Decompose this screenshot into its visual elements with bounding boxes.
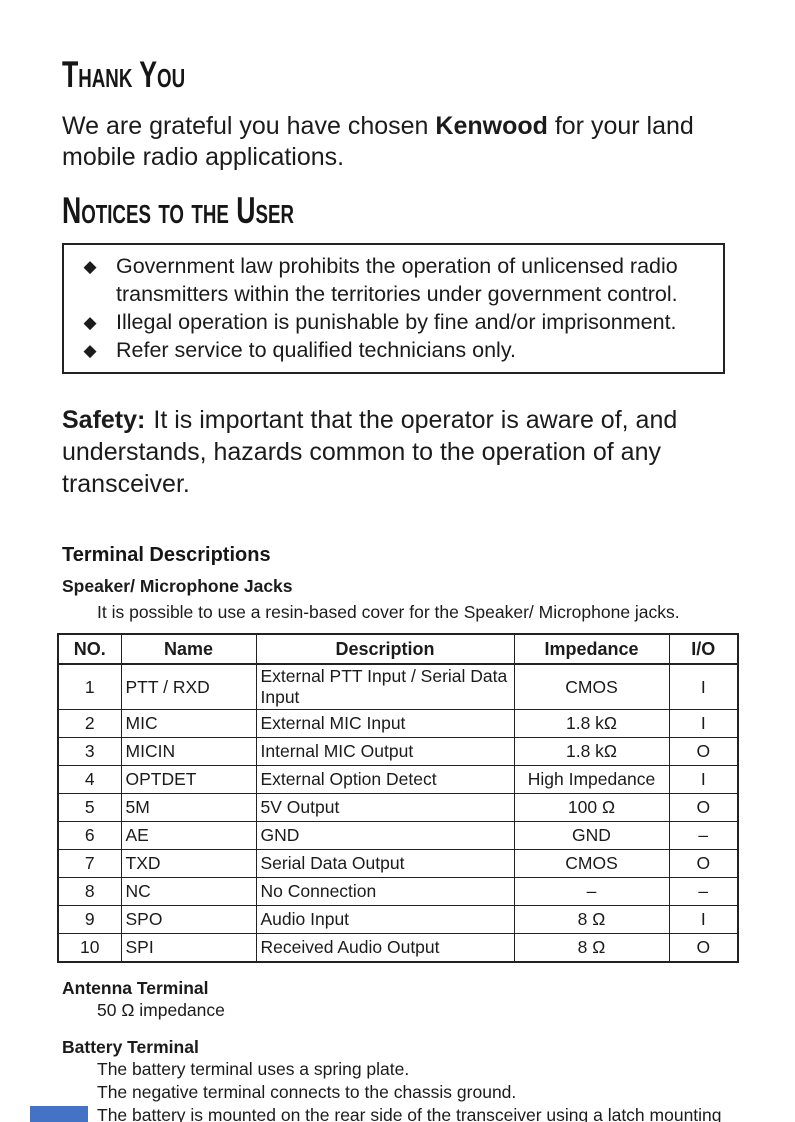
cell-name: AE: [120, 821, 257, 851]
notice-text: Illegal operation is punishable by fine …: [116, 309, 677, 334]
cell-impedance: 1.8 kΩ: [513, 737, 670, 767]
cell-impedance: High Impedance: [513, 765, 670, 795]
header-cell-io: I/O: [668, 633, 739, 666]
cell-description: Serial Data Output: [255, 849, 515, 879]
cell-no: 9: [57, 905, 122, 935]
cell-description: Audio Input: [255, 905, 515, 935]
cell-description: Received Audio Output: [255, 933, 515, 963]
table-row: 6 AE GND GND –: [57, 821, 739, 851]
cell-io: I: [668, 905, 739, 935]
notices-heading: Notices to the User: [62, 189, 294, 231]
header-cell-impedance: Impedance: [513, 633, 670, 666]
cell-description: Internal MIC Output: [255, 737, 515, 767]
intro-text-post: for your land mobile radio applications.: [62, 111, 694, 172]
brand-name: Kenwood: [435, 111, 548, 140]
diamond-bullet-icon: ◆: [83, 256, 97, 276]
notices-box: ◆ Government law prohibits the operation…: [62, 242, 725, 375]
antenna-terminal-heading: Antenna Terminal: [62, 978, 209, 999]
notice-item: ◆ Illegal operation is punishable by fin…: [64, 309, 713, 337]
battery-line: The negative terminal connects to the ch…: [97, 1081, 517, 1102]
cell-name: NC: [120, 877, 257, 907]
cell-name: SPI: [120, 933, 257, 963]
header-cell-description: Description: [255, 633, 515, 666]
cell-name: 5M: [120, 793, 257, 823]
table-row: 1 PTT / RXD External PTT Input / Serial …: [57, 663, 739, 711]
cell-no: 2: [57, 709, 122, 739]
cell-description: External PTT Input / Serial Data Input: [255, 663, 515, 711]
cell-impedance: 100 Ω: [513, 793, 670, 823]
safety-label: Safety:: [62, 406, 146, 435]
cell-io: I: [668, 765, 739, 795]
cell-no: 5: [57, 793, 122, 823]
table-header-row: NO. Name Description Impedance I/O: [57, 633, 739, 666]
notice-text: Government law prohibits the operation o…: [116, 253, 678, 306]
cell-io: –: [668, 877, 739, 907]
cell-description: External MIC Input: [255, 709, 515, 739]
intro-paragraph: We are grateful you have chosen Kenwood …: [62, 111, 735, 174]
cell-name: MIC: [120, 709, 257, 739]
cell-io: O: [668, 737, 739, 767]
cell-name: PTT / RXD: [120, 663, 257, 711]
cell-io: O: [668, 933, 739, 963]
cell-impedance: CMOS: [513, 849, 670, 879]
notice-text: Refer service to qualified technicians o…: [116, 337, 516, 362]
table-row: 8 NC No Connection – –: [57, 877, 739, 907]
cell-io: I: [668, 663, 739, 711]
cell-impedance: 8 Ω: [513, 905, 670, 935]
table-row: 3 MICIN Internal MIC Output 1.8 kΩ O: [57, 737, 739, 767]
cell-name: SPO: [120, 905, 257, 935]
notice-item: ◆ Refer service to qualified technicians…: [64, 337, 713, 365]
cell-no: 7: [57, 849, 122, 879]
cell-no: 3: [57, 737, 122, 767]
table-row: 2 MIC External MIC Input 1.8 kΩ I: [57, 709, 739, 739]
cell-no: 8: [57, 877, 122, 907]
cell-impedance: GND: [513, 821, 670, 851]
cell-impedance: CMOS: [513, 663, 670, 711]
cell-io: –: [668, 821, 739, 851]
table-row: 5 5M 5V Output 100 Ω O: [57, 793, 739, 823]
cell-no: 10: [57, 933, 122, 963]
table-row: 7 TXD Serial Data Output CMOS O: [57, 849, 739, 879]
table-row: 9 SPO Audio Input 8 Ω I: [57, 905, 739, 935]
table-row: 4 OPTDET External Option Detect High Imp…: [57, 765, 739, 795]
table-row: 10 SPI Received Audio Output 8 Ω O: [57, 933, 739, 963]
cell-impedance: 8 Ω: [513, 933, 670, 963]
thank-you-heading: Thank You: [62, 54, 186, 95]
cell-no: 6: [57, 821, 122, 851]
cell-impedance: –: [513, 877, 670, 907]
cell-no: 1: [57, 663, 122, 711]
cell-description: 5V Output: [255, 793, 515, 823]
cell-description: No Connection: [255, 877, 515, 907]
terminal-descriptions-title: Terminal Descriptions: [62, 544, 271, 567]
safety-paragraph: Safety: It is important that the operator…: [62, 404, 735, 500]
cell-impedance: 1.8 kΩ: [513, 709, 670, 739]
cell-description: GND: [255, 821, 515, 851]
cell-io: I: [668, 709, 739, 739]
cell-name: TXD: [120, 849, 257, 879]
cell-no: 4: [57, 765, 122, 795]
header-cell-name: Name: [120, 633, 257, 666]
cell-io: O: [668, 849, 739, 879]
diamond-bullet-icon: ◆: [83, 340, 97, 360]
safety-text: It is important that the operator is awa…: [62, 406, 678, 499]
battery-terminal-heading: Battery Terminal: [62, 1037, 199, 1058]
footer-accent-bar: [30, 1106, 88, 1122]
cell-name: MICIN: [120, 737, 257, 767]
battery-line: The battery terminal uses a spring plate…: [97, 1059, 410, 1080]
intro-text-pre: We are grateful you have chosen: [62, 111, 436, 140]
terminal-table: NO. Name Description Impedance I/O 1 PTT…: [57, 633, 739, 964]
diamond-bullet-icon: ◆: [83, 312, 97, 332]
speaker-jacks-heading: Speaker/ Microphone Jacks: [62, 576, 293, 597]
cell-name: OPTDET: [120, 765, 257, 795]
header-cell-no: NO.: [57, 633, 122, 666]
notice-item: ◆ Government law prohibits the operation…: [64, 253, 713, 309]
antenna-impedance-text: 50 Ω impedance: [97, 1000, 225, 1021]
cell-io: O: [668, 793, 739, 823]
battery-line: The battery is mounted on the rear side …: [97, 1104, 722, 1122]
speaker-jacks-note: It is possible to use a resin-based cove…: [97, 602, 680, 623]
cell-description: External Option Detect: [255, 765, 515, 795]
